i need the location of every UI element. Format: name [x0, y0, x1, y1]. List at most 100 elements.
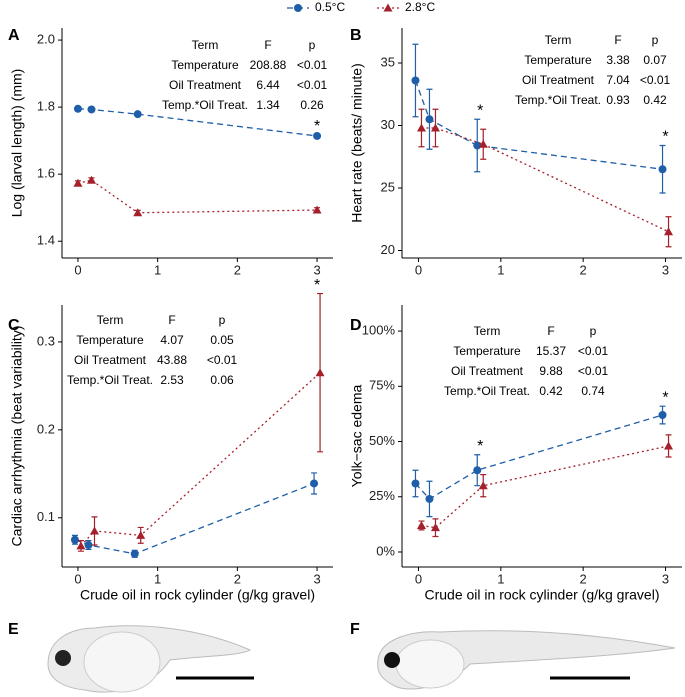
series-line [77, 108, 318, 137]
legend-label: 2.8°C [405, 0, 435, 14]
table-header: Term [192, 38, 219, 52]
point [73, 178, 83, 187]
legend-label: 0.5°C [315, 0, 345, 14]
y-tick-label: 1.8 [37, 99, 55, 114]
y-tick-label: 1.6 [37, 166, 55, 181]
series-line [414, 414, 663, 500]
point [312, 205, 322, 214]
point [133, 110, 142, 119]
table-cell: 9.88 [539, 364, 563, 378]
point [84, 541, 93, 550]
point [478, 139, 488, 148]
y-tick-label: 1.4 [37, 233, 55, 248]
table-cell: Temp.*Oil Treat. [162, 98, 248, 112]
point [76, 541, 86, 550]
y-tick-label: 20 [381, 242, 395, 257]
x-tick-label: 1 [497, 262, 504, 277]
table-cell: <0.01 [640, 73, 671, 87]
table-cell: 43.88 [157, 353, 187, 367]
point [315, 368, 325, 377]
table-header: F [614, 33, 621, 47]
point [411, 479, 420, 488]
point [425, 494, 434, 503]
point [130, 549, 139, 558]
x-tick-label: 2 [580, 262, 587, 277]
point [425, 115, 434, 124]
image-label: E [8, 621, 19, 638]
series-line [80, 372, 321, 547]
table-cell: Temp.*Oil Treat. [67, 373, 153, 387]
y-axis-label: Cardiac arrhythmia (beat variability) [9, 326, 25, 547]
table-cell: Temperature [453, 344, 521, 358]
table-cell: <0.01 [297, 78, 328, 92]
table-cell: Oil Treatment [451, 364, 524, 378]
x-tick-label: 0 [74, 571, 81, 586]
table-cell: Oil Treatment [169, 78, 242, 92]
table-header: p [590, 324, 597, 338]
table-cell: <0.01 [578, 344, 609, 358]
x-tick-label: 2 [580, 571, 587, 586]
y-tick-label: 0.3 [37, 333, 55, 348]
table-header: p [309, 38, 316, 52]
point [136, 530, 146, 539]
point [658, 411, 667, 420]
table-header: F [547, 324, 554, 338]
table-cell: 0.42 [539, 384, 563, 398]
point [313, 131, 322, 140]
table-cell: 208.88 [250, 58, 287, 72]
y-tick-label: 35 [381, 54, 395, 69]
x-tick-label: 3 [313, 262, 320, 277]
panel-label: D [350, 317, 362, 334]
point [664, 227, 674, 236]
x-tick-label: 3 [313, 571, 320, 586]
series-line [421, 127, 669, 233]
point [73, 104, 82, 113]
table-cell: 7.04 [606, 73, 630, 87]
table-header: F [264, 38, 271, 52]
y-tick-label: 50% [369, 433, 395, 448]
y-tick-label: 100% [362, 323, 396, 338]
table-cell: 0.93 [606, 93, 630, 107]
table-cell: 3.38 [606, 53, 630, 67]
x-axis-label: Crude oil in rock cylinder (g/kg gravel) [80, 587, 315, 603]
table-header: Term [545, 33, 572, 47]
x-tick-label: 3 [662, 571, 669, 586]
point [310, 479, 319, 488]
x-tick-label: 2 [234, 262, 241, 277]
panel-label: C [8, 317, 20, 334]
table-header: F [168, 313, 175, 327]
table-cell: 15.37 [536, 344, 566, 358]
table-cell: 0.06 [210, 373, 234, 387]
table-cell: 4.07 [160, 333, 184, 347]
point [430, 123, 440, 132]
significance-star: * [314, 277, 320, 294]
table-cell: Temperature [524, 53, 592, 67]
table-header: p [652, 33, 659, 47]
table-cell: Oil Treatment [74, 353, 147, 367]
table-header: Term [97, 313, 124, 327]
point [658, 165, 667, 174]
point [89, 526, 99, 535]
table-cell: 1.34 [256, 98, 280, 112]
point [430, 523, 440, 532]
y-tick-label: 25% [369, 488, 395, 503]
y-tick-label: 0.2 [37, 421, 55, 436]
point [416, 520, 426, 529]
table-cell: Temp.*Oil Treat. [444, 384, 530, 398]
significance-star: * [662, 389, 668, 406]
y-tick-label: 75% [369, 378, 395, 393]
table-cell: 0.74 [581, 384, 605, 398]
y-tick-label: 0% [376, 543, 395, 558]
x-tick-label: 3 [662, 262, 669, 277]
x-tick-label: 1 [154, 262, 161, 277]
table-cell: 0.07 [643, 53, 667, 67]
table-cell: <0.01 [207, 353, 238, 367]
panel-label: B [350, 27, 362, 44]
fish-image-f [377, 630, 676, 690]
table-cell: Oil Treatment [522, 73, 595, 87]
legend-marker [383, 3, 393, 12]
y-tick-label: 30 [381, 117, 395, 132]
x-tick-label: 0 [415, 262, 422, 277]
y-tick-label: 2.0 [37, 32, 55, 47]
table-cell: Temp.*Oil Treat. [515, 93, 601, 107]
